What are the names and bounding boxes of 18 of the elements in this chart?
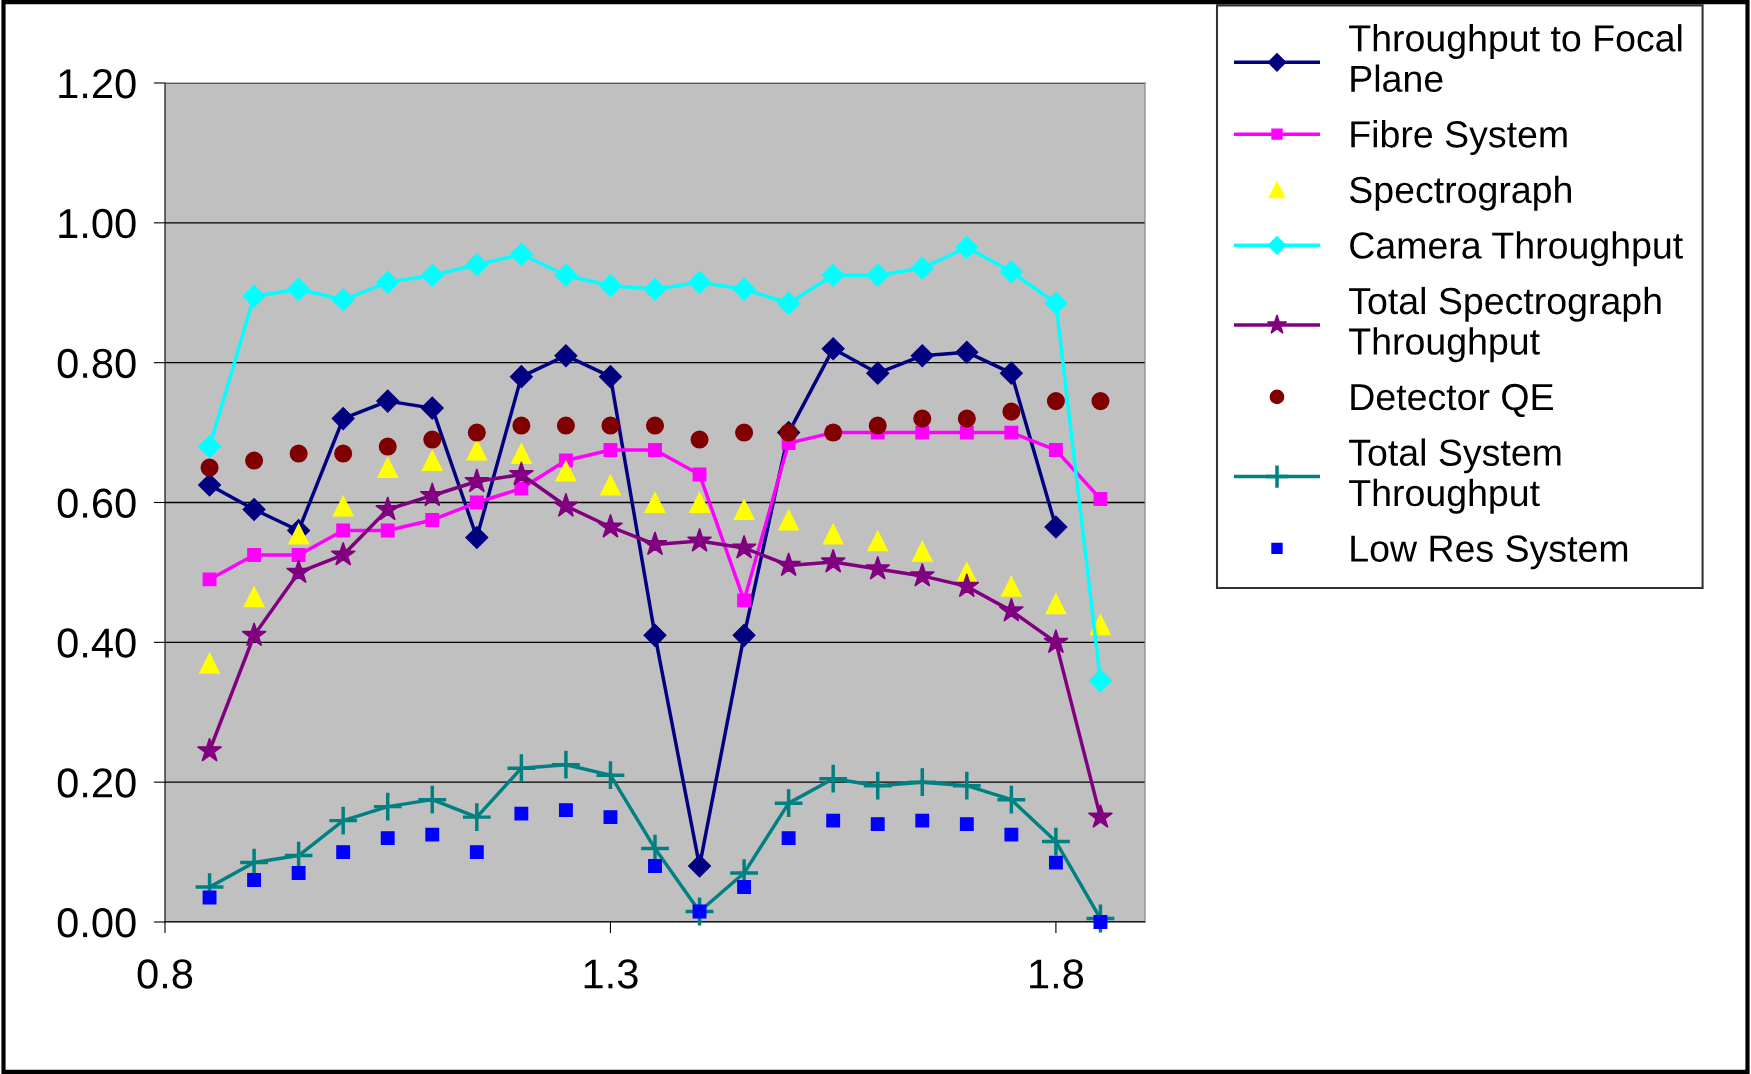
y-tick-label: 0.20 [57, 768, 136, 798]
y-tick-label: 1.00 [59, 208, 136, 239]
legend-label: Low Res System [1351, 535, 1628, 570]
x-tick-label: 0.8 [137, 959, 193, 989]
legend-label: Total Spectrograph Throughput [1349, 286, 1661, 363]
legend-label: Spectrograph [1349, 175, 1571, 211]
x-tick-label: 1.8 [1030, 959, 1084, 989]
legend-label: Total System Throughput [1349, 438, 1561, 514]
y-tick-label: 0.40 [57, 628, 136, 658]
y-tick-label: 0.60 [57, 488, 136, 519]
legend-label: Fibre System [1351, 120, 1567, 156]
y-tick-label: 0.80 [57, 348, 136, 379]
legend-label: Detector QE [1351, 383, 1553, 418]
y-tick-label: 1.20 [59, 69, 136, 99]
legend-label: Throughput to Focal Plane [1349, 24, 1682, 93]
legend-label: Camera Throughput [1350, 231, 1683, 267]
x-tick-label: 1.3 [584, 959, 638, 989]
y-tick-label: 0.00 [57, 908, 136, 938]
